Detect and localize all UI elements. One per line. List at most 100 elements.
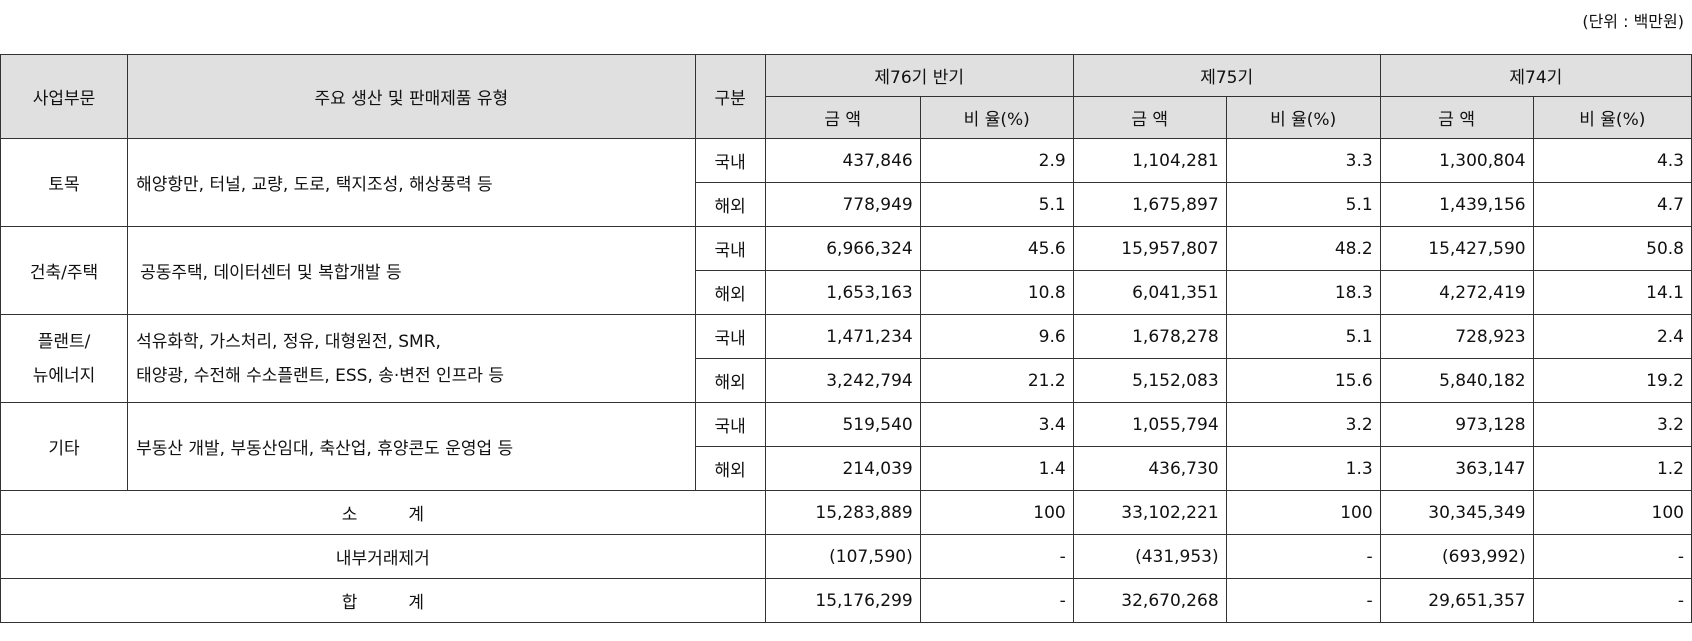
header-period-75: 제75기 xyxy=(1072,54,1381,97)
division-cell: 국내 xyxy=(694,402,766,447)
value-cell: 100 xyxy=(1225,490,1381,535)
table-row: 해외 214,039 1.4 436,730 1.3 363,147 1.2 xyxy=(1,446,1692,491)
total-label: 합 계 xyxy=(0,578,766,623)
division-cell: 국내 xyxy=(694,226,766,271)
division-cell: 해외 xyxy=(694,358,766,403)
value-cell: 437,846 xyxy=(764,138,921,183)
value-cell: 3,242,794 xyxy=(764,358,921,403)
value-cell: 29,651,357 xyxy=(1379,578,1534,623)
value-cell: 21.2 xyxy=(919,358,1074,403)
value-cell: 6,041,351 xyxy=(1072,270,1227,315)
value-cell: 5,840,182 xyxy=(1379,358,1534,403)
value-cell: 15,283,889 xyxy=(764,490,921,535)
value-cell: 50.8 xyxy=(1532,226,1692,271)
value-cell: 5.1 xyxy=(1225,314,1381,359)
value-cell: (431,953) xyxy=(1072,534,1227,579)
value-cell: 2.9 xyxy=(919,138,1074,183)
value-cell: 1.2 xyxy=(1532,446,1692,491)
products-cell: 해양항만, 터널, 교량, 도로, 택지조성, 해상풍력 등 xyxy=(127,138,696,227)
value-cell: (107,590) xyxy=(764,534,921,579)
products-line: 태양광, 수전해 수소플랜트, ESS, 송·변전 인프라 등 xyxy=(136,365,504,386)
table-header: 사업부문 주요 생산 및 판매제품 유형 구분 제76기 반기 제75기 제74… xyxy=(0,54,1692,139)
value-cell: 10.8 xyxy=(919,270,1074,315)
table-row: 해외 1,653,163 10.8 6,041,351 18.3 4,272,4… xyxy=(1,270,1692,315)
value-cell: 3.3 xyxy=(1225,138,1381,183)
value-cell: 1,300,804 xyxy=(1379,138,1534,183)
value-cell: 100 xyxy=(1532,490,1692,535)
value-cell: - xyxy=(1532,534,1692,579)
table-row: 토목 해양항만, 터널, 교량, 도로, 택지조성, 해상풍력 등 국내 437… xyxy=(0,138,1692,227)
value-cell: 778,949 xyxy=(764,182,921,227)
header-amount: 금 액 xyxy=(764,96,921,139)
value-cell: - xyxy=(919,534,1074,579)
header-segment: 사업부문 xyxy=(0,54,129,139)
header-amount: 금 액 xyxy=(1072,96,1227,139)
value-cell: 1,678,278 xyxy=(1072,314,1227,359)
value-cell: 5,152,083 xyxy=(1072,358,1227,403)
value-cell: 15,176,299 xyxy=(764,578,921,623)
value-cell: 15.6 xyxy=(1225,358,1381,403)
value-cell: 19.2 xyxy=(1532,358,1692,403)
value-cell: 1.3 xyxy=(1225,446,1381,491)
value-cell: - xyxy=(1225,578,1381,623)
value-cell: 3.4 xyxy=(919,402,1074,447)
value-cell: 100 xyxy=(919,490,1074,535)
value-cell: 15,427,590 xyxy=(1379,226,1534,271)
table-row: 플랜트/ 뉴에너지 석유화학, 가스처리, 정유, 대형원전, SMR, 태양광… xyxy=(0,314,1692,403)
value-cell: 30,345,349 xyxy=(1379,490,1534,535)
value-cell: 48.2 xyxy=(1225,226,1381,271)
segment-cell: 토목 xyxy=(0,138,129,227)
header-period-74: 제74기 xyxy=(1379,54,1692,97)
division-cell: 해외 xyxy=(694,182,766,227)
header-period-76: 제76기 반기 xyxy=(764,54,1074,97)
products-cell: 부동산 개발, 부동산임대, 축산업, 휴양콘도 운영업 등 xyxy=(127,402,696,491)
header-ratio: 비 율(%) xyxy=(1532,96,1692,139)
value-cell: 5.1 xyxy=(919,182,1074,227)
subtotal-label: 소 계 xyxy=(0,490,766,535)
value-cell: 214,039 xyxy=(764,446,921,491)
products-cell: 석유화학, 가스처리, 정유, 대형원전, SMR, 태양광, 수전해 수소플랜… xyxy=(127,314,696,403)
value-cell: 973,128 xyxy=(1379,402,1534,447)
value-cell: 1,471,234 xyxy=(764,314,921,359)
value-cell: 45.6 xyxy=(919,226,1074,271)
value-cell: 33,102,221 xyxy=(1072,490,1227,535)
value-cell: 9.6 xyxy=(919,314,1074,359)
table-row: 건축/주택 공동주택, 데이터센터 및 복합개발 등 국내 6,966,324 … xyxy=(0,226,1692,315)
value-cell: 728,923 xyxy=(1379,314,1534,359)
value-cell: 14.1 xyxy=(1532,270,1692,315)
segment-cell: 기타 xyxy=(0,402,129,491)
header-division: 구분 xyxy=(694,54,766,139)
value-cell: 32,670,268 xyxy=(1072,578,1227,623)
value-cell: 4,272,419 xyxy=(1379,270,1534,315)
value-cell: 1,653,163 xyxy=(764,270,921,315)
value-cell: 15,957,807 xyxy=(1072,226,1227,271)
header-ratio: 비 율(%) xyxy=(1225,96,1381,139)
products-line: 석유화학, 가스처리, 정유, 대형원전, SMR, xyxy=(136,331,441,352)
value-cell: 5.1 xyxy=(1225,182,1381,227)
value-cell: - xyxy=(919,578,1074,623)
value-cell: 1.4 xyxy=(919,446,1074,491)
value-cell: 1,104,281 xyxy=(1072,138,1227,183)
subtotal-row: 소 계 15,283,889 100 33,102,221 100 30,345… xyxy=(0,490,1692,535)
table-row: 기타 부동산 개발, 부동산임대, 축산업, 휴양콘도 운영업 등 국내 519… xyxy=(0,402,1692,491)
total-row: 합 계 15,176,299 - 32,670,268 - 29,651,357… xyxy=(0,578,1692,623)
segment-line: 뉴에너지 xyxy=(32,365,96,386)
header-products: 주요 생산 및 판매제품 유형 xyxy=(127,54,696,139)
division-cell: 국내 xyxy=(694,138,766,183)
segment-cell: 플랜트/ 뉴에너지 xyxy=(0,314,129,403)
value-cell: 2.4 xyxy=(1532,314,1692,359)
elimination-row: 내부거래제거 (107,590) - (431,953) - (693,992)… xyxy=(0,534,1692,579)
header-ratio: 비 율(%) xyxy=(919,96,1074,139)
segment-cell: 건축/주택 xyxy=(0,226,129,315)
value-cell: 4.7 xyxy=(1532,182,1692,227)
value-cell: 3.2 xyxy=(1532,402,1692,447)
division-cell: 해외 xyxy=(694,446,766,491)
value-cell: 6,966,324 xyxy=(764,226,921,271)
division-cell: 해외 xyxy=(694,270,766,315)
segment-line: 플랜트/ xyxy=(37,331,91,352)
table-row: 해외 3,242,794 21.2 5,152,083 15.6 5,840,1… xyxy=(1,358,1692,403)
value-cell: 4.3 xyxy=(1532,138,1692,183)
unit-note: (단위 : 백만원) xyxy=(1582,12,1684,31)
elimination-label: 내부거래제거 xyxy=(0,534,766,579)
header-amount: 금 액 xyxy=(1379,96,1534,139)
